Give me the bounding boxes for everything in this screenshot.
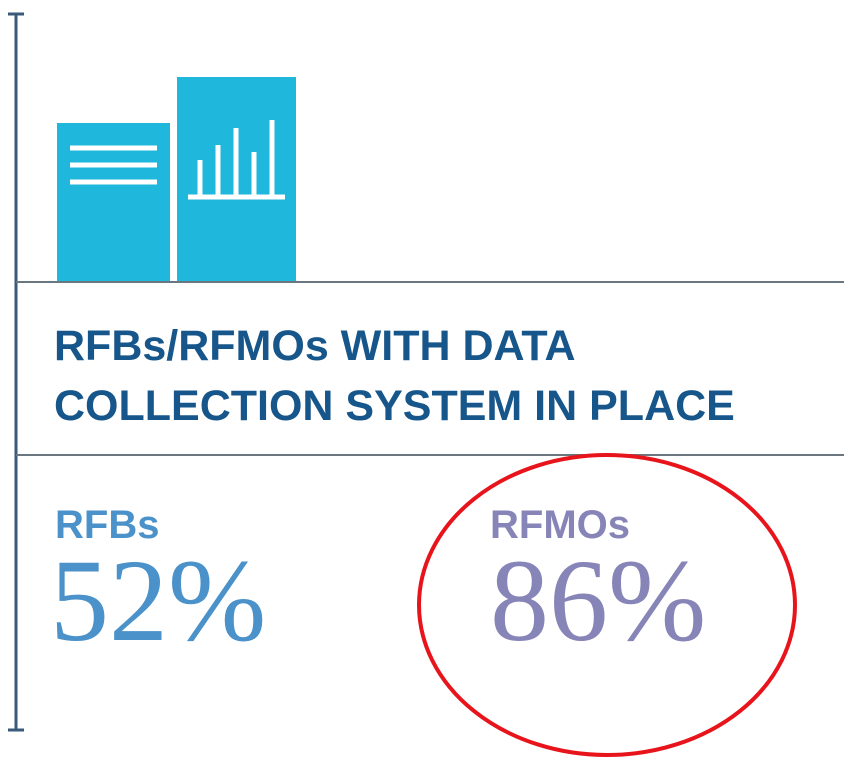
stat-value: 52%: [50, 535, 266, 666]
stat-label: RFMOs: [490, 503, 630, 547]
highlight-circle: [417, 453, 797, 757]
title-line: RFBs/RFMOs WITH DATA: [54, 322, 576, 370]
title-line: COLLECTION SYSTEM IN PLACE: [54, 382, 735, 430]
icon: [57, 77, 296, 282]
stat-value: 86%: [490, 535, 706, 666]
stat-label: RFBs: [55, 503, 159, 547]
